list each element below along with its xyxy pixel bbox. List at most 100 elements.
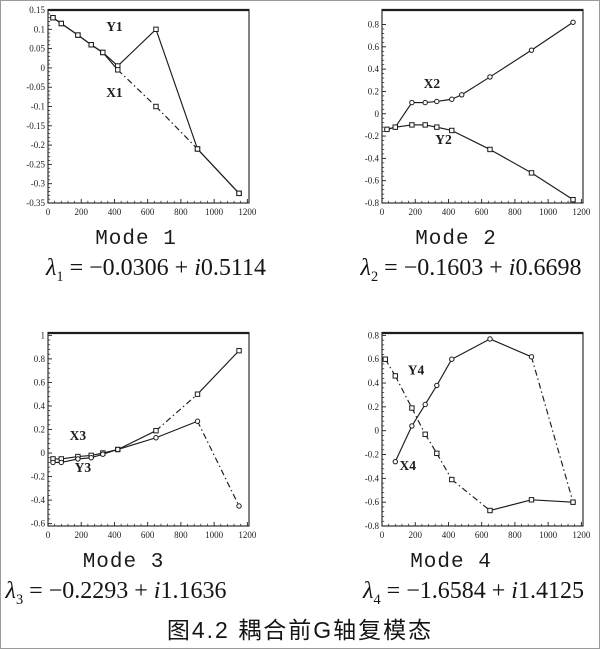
marker-square [422,122,428,128]
lambda-1-equation: λ1 = −0.0306 + i0.5114 [11,255,301,286]
marker-circle [88,455,94,461]
equation-imag-part: 0.5114 [200,255,266,281]
marker-square [487,146,493,153]
y-tick-label: -0.4 [31,495,46,505]
y-tick-label: -0.35 [26,198,45,208]
lambda-symbol: λ [46,255,57,281]
mode-1-title: Mode 1 [95,228,177,251]
marker-circle [115,446,121,453]
y-tick-label: 0 [375,109,380,119]
y-tick-label: 0.2 [368,402,379,412]
x-tick-label: 1000 [205,530,224,540]
series-label-X3: X3 [70,428,87,443]
marker-square [449,127,455,134]
marker-square [384,126,390,133]
marker-circle [487,74,493,80]
y-tick-label: -0.8 [365,198,380,208]
x-tick-label: 400 [442,530,456,540]
marker-square [194,391,201,397]
mode-4-chart: 0.80.60.40.20-0.2-0.4-0.6-0.80 200 400 600 8… [365,330,591,540]
y-tick-label: 0.4 [368,378,380,388]
marker-circle [409,99,415,106]
x-axis: 0 200 400 600 800 1000 1200 [380,199,591,217]
y-tick-label: -0.15 [26,121,45,131]
marker-square [115,67,121,73]
mode-4-chart-area: 0.8 0.6 0.4 0.2 0 -0.2 -0.4 -0.6 -0.8 0 200 400 600 8… [339,326,591,555]
y-tick-label: -0.8 [365,521,380,531]
series-label-Y3: Y3 [75,460,92,475]
x-tick-label: 600 [141,207,155,217]
marker-square [422,431,428,437]
marker-circle [528,354,535,360]
marker-square [50,15,56,21]
x-tick-label: 600 [141,530,155,540]
x-tick-label: 0 [46,530,51,540]
lambda-symbol: λ [360,255,371,281]
marker-square [75,32,81,38]
x-axis: 0 200 400 600 800 1000 1200 [46,522,257,540]
equation-imag-part: 1.4125 [517,578,584,604]
equation-real-part: = −0.0306 + [69,255,195,281]
x-tick-label: 1000 [539,207,558,217]
marker-square [570,196,576,203]
lambda-symbol: λ [5,578,16,604]
marker-square [487,507,493,514]
x-tick-label: 200 [408,530,422,540]
marker-circle [449,96,455,102]
marker-circle [422,99,428,106]
x-tick-label: 200 [74,530,88,540]
series-label-Y2: Y2 [435,132,452,147]
mode-2-chart: 0.80.60.40.20-0.2-0.4-0.6-0.80 200 400 600 8… [365,8,591,217]
lambda-3-equation: λ3 = −0.2293 + i1.1636 [1,578,231,609]
marker-square [409,122,415,128]
y-tick-label: 0.2 [368,86,379,96]
series-label-X1: X1 [106,85,123,100]
imaginary-unit: i [194,255,201,281]
equation-imag-part: 1.1636 [160,578,227,604]
marker-square [434,124,440,130]
series-label-Y4: Y4 [408,363,425,378]
marker-circle [100,451,106,457]
x-tick-label: 400 [442,207,456,217]
y-tick-label: 0.05 [29,44,45,54]
y-axis: 0.8 0.6 0.4 0.2 0 -0.2 -0.4 -0.6 -0.8 [365,20,386,208]
mode-1-chart: 0.15 0.1 0.05 0 -0.05 -0.1 -0.15 -0.2 -0.25 -0.3 -… [26,5,257,217]
y-axis: 0.15 0.1 0.05 0 -0.05 -0.1 -0.15 -0.2 -0.25 -0.3 -… [26,5,52,208]
x-tick-label: 800 [508,207,522,217]
lambda-subscript: 2 [370,268,379,285]
marker-square [153,103,159,110]
y-tick-label: -0.4 [365,473,380,483]
marker-circle [58,459,64,466]
y-tick-label: -0.6 [365,497,380,507]
marker-square [100,49,106,56]
marker-circle [422,401,428,408]
y-tick-label: 1 [41,330,46,340]
x-tick-label: 0 [380,530,385,540]
lambda-symbol: λ [363,578,374,604]
marker-square [392,373,398,379]
marker-circle [434,382,440,389]
series-X2: X2 [384,19,576,133]
y-axis: 0.8 0.6 0.4 0.2 0 -0.2 -0.4 -0.6 -0.8 [365,330,386,531]
y-tick-label: 0.2 [34,425,45,435]
y-tick-label: -0.6 [31,519,46,529]
lambda-2-equation: λ2 = −0.1603 + i0.6698 [331,255,599,286]
marker-circle [153,435,159,441]
marker-square [236,190,242,197]
y-tick-label: 0.6 [368,42,380,52]
x-tick-label: 800 [508,530,522,540]
marker-circle [50,459,56,466]
mode-3-chart-area: 1 0.8 0.6 0.4 0.2 0 -0.2 -0.4 -0.6 0 200 400 600 800 1… [5,326,257,555]
y-tick-label: -0.3 [31,179,46,189]
marker-circle [236,503,242,509]
y-tick-label: 0.8 [368,330,380,340]
equation-real-part: = −0.2293 + [29,578,154,604]
marker-square [382,356,389,362]
imaginary-unit: i [508,255,516,281]
marker-circle [570,19,576,25]
series-X4: X4 [392,336,576,505]
x-tick-label: 200 [408,207,422,217]
mode-4-title: Mode 4 [410,551,492,574]
series-X3: X3 [50,347,242,462]
